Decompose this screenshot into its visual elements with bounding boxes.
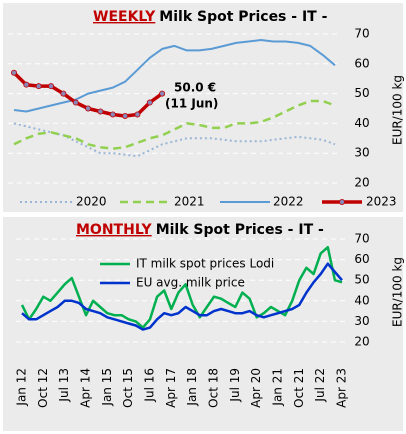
y-tick-label: 40	[354, 116, 369, 130]
point-marker	[109, 111, 116, 118]
chart-title: WEEKLY Milk Spot Prices - IT -	[93, 9, 328, 25]
annotation: 50.0 €	[174, 81, 216, 95]
legend-label: 2020	[76, 195, 107, 209]
x-tick-label: Apr 14	[79, 368, 93, 408]
panel-weekly	[1, 1, 405, 214]
point-marker	[134, 111, 141, 118]
title-highlight: MONTHLY	[76, 222, 153, 238]
x-tick-label: Jul 16	[143, 368, 157, 403]
y-tick-label: 20	[354, 176, 369, 190]
x-tick-label: Jul 13	[57, 368, 71, 403]
point-marker	[35, 83, 42, 90]
x-tick-label: Jul 19	[228, 368, 242, 403]
x-tick-label: Jul 22	[313, 368, 327, 403]
y-tick-label: 50	[354, 86, 369, 100]
annotation: (11 Jun)	[165, 97, 218, 111]
point-marker	[159, 90, 166, 97]
point-marker	[60, 90, 67, 97]
chart-title: MONTHLY Milk Spot Prices - IT -	[76, 222, 324, 238]
y-tick-label: 60	[354, 56, 369, 70]
point-marker	[97, 108, 104, 115]
y-axis-label: EUR/100 kg	[391, 257, 405, 327]
legend-label: 2023	[366, 195, 397, 209]
line-series	[13, 39, 336, 113]
x-tick-label: Jan 15	[100, 368, 114, 407]
x-tick-label: Jan 18	[185, 368, 199, 407]
title-text: Milk Spot Prices - IT -	[159, 9, 327, 25]
legend-marker	[338, 198, 345, 205]
x-tick-label: Jan 12	[15, 368, 29, 407]
y-tick-label: 70	[354, 232, 369, 246]
line-series	[13, 99, 336, 150]
y-axis-label: EUR/100 kg	[391, 75, 405, 145]
y-tick-label: 30	[354, 314, 369, 328]
y-tick-label: 70	[354, 27, 369, 41]
point-marker	[122, 112, 129, 119]
x-tick-label: Apr 17	[164, 368, 178, 408]
legend-label: 2021	[174, 195, 205, 209]
point-marker	[85, 105, 92, 112]
y-tick-label: 20	[354, 335, 369, 349]
x-tick-label: Oct 15	[121, 368, 135, 408]
y-tick-label: 60	[354, 252, 369, 266]
y-tick-label: 30	[354, 146, 369, 160]
x-tick-label: Apr 23	[335, 368, 349, 408]
x-tick-label: Oct 21	[292, 368, 306, 408]
x-tick-label: Oct 18	[207, 368, 221, 408]
panel-monthly	[1, 215, 405, 433]
legend-label: EU avg. milk price	[136, 276, 245, 290]
y-tick-label: 50	[354, 273, 369, 287]
point-marker	[10, 69, 17, 76]
y-tick-label: 40	[354, 293, 369, 307]
legend-label: 2022	[273, 195, 304, 209]
x-tick-label: Oct 12	[36, 368, 50, 408]
point-marker	[48, 83, 55, 90]
point-marker	[23, 81, 30, 88]
line-series	[21, 262, 343, 331]
title-text: Milk Spot Prices - IT -	[156, 222, 324, 238]
line-series	[20, 245, 343, 329]
title-highlight: WEEKLY	[93, 9, 156, 25]
legend-label: IT milk spot prices Lodi	[136, 257, 274, 271]
x-tick-label: Jan 21	[271, 368, 285, 407]
point-marker	[146, 99, 153, 106]
x-tick-label: Apr 20	[249, 368, 263, 408]
point-marker	[72, 99, 79, 106]
